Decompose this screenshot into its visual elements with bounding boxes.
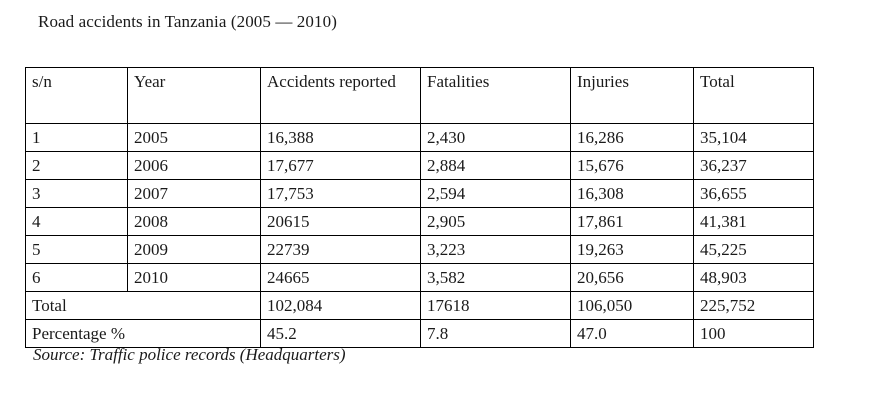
- cell-year: 2009: [127, 235, 261, 264]
- cell-total: 36,655: [693, 179, 814, 208]
- percentage-total: 100: [693, 319, 814, 348]
- cell-fatalities: 2,430: [420, 123, 571, 152]
- header-total: Total: [693, 67, 814, 124]
- cell-fatalities: 3,223: [420, 235, 571, 264]
- cell-accidents: 24665: [260, 263, 421, 292]
- cell-total: 36,237: [693, 151, 814, 180]
- cell-year: 2005: [127, 123, 261, 152]
- cell-fatalities: 2,905: [420, 207, 571, 236]
- cell-sn: 2: [25, 151, 128, 180]
- cell-sn: 6: [25, 263, 128, 292]
- table-row: 3 2007 17,753 2,594 16,308 36,655: [25, 179, 814, 208]
- cell-year: 2010: [127, 263, 261, 292]
- cell-sn: 5: [25, 235, 128, 264]
- cell-fatalities: 3,582: [420, 263, 571, 292]
- total-row: Total 102,084 17618 106,050 225,752: [25, 291, 814, 320]
- cell-year: 2006: [127, 151, 261, 180]
- percentage-injuries: 47.0: [570, 319, 694, 348]
- total-injuries: 106,050: [570, 291, 694, 320]
- cell-year: 2008: [127, 207, 261, 236]
- total-fatalities: 17618: [420, 291, 571, 320]
- cell-injuries: 16,308: [570, 179, 694, 208]
- cell-sn: 1: [25, 123, 128, 152]
- cell-total: 45,225: [693, 235, 814, 264]
- cell-total: 48,903: [693, 263, 814, 292]
- cell-accidents: 17,753: [260, 179, 421, 208]
- cell-accidents: 20615: [260, 207, 421, 236]
- header-year: Year: [127, 67, 261, 124]
- header-sn: s/n: [25, 67, 128, 124]
- cell-injuries: 15,676: [570, 151, 694, 180]
- cell-accidents: 22739: [260, 235, 421, 264]
- cell-injuries: 20,656: [570, 263, 694, 292]
- cell-year: 2007: [127, 179, 261, 208]
- cell-accidents: 16,388: [260, 123, 421, 152]
- cell-total: 41,381: [693, 207, 814, 236]
- header-injuries: Injuries: [570, 67, 694, 124]
- road-accidents-table: s/n Year Accidents reported Fatalities I…: [25, 67, 814, 348]
- table-row: 6 2010 24665 3,582 20,656 48,903: [25, 263, 814, 292]
- cell-sn: 4: [25, 207, 128, 236]
- cell-injuries: 19,263: [570, 235, 694, 264]
- header-row: s/n Year Accidents reported Fatalities I…: [25, 67, 814, 124]
- total-total: 225,752: [693, 291, 814, 320]
- percentage-row: Percentage % 45.2 7.8 47.0 100: [25, 319, 814, 348]
- table-row: 1 2005 16,388 2,430 16,286 35,104: [25, 123, 814, 152]
- table-row: 4 2008 20615 2,905 17,861 41,381: [25, 207, 814, 236]
- cell-injuries: 16,286: [570, 123, 694, 152]
- cell-fatalities: 2,884: [420, 151, 571, 180]
- percentage-label: Percentage %: [25, 319, 261, 348]
- table-row: 2 2006 17,677 2,884 15,676 36,237: [25, 151, 814, 180]
- source-note: Source: Traffic police records (Headquar…: [33, 345, 346, 364]
- table-row: 5 2009 22739 3,223 19,263 45,225: [25, 235, 814, 264]
- percentage-accidents: 45.2: [260, 319, 421, 348]
- table-title: Road accidents in Tanzania (2005 — 2010): [38, 12, 337, 31]
- cell-accidents: 17,677: [260, 151, 421, 180]
- header-accidents-reported: Accidents reported: [260, 67, 421, 124]
- header-fatalities: Fatalities: [420, 67, 571, 124]
- cell-total: 35,104: [693, 123, 814, 152]
- total-accidents: 102,084: [260, 291, 421, 320]
- cell-fatalities: 2,594: [420, 179, 571, 208]
- percentage-fatalities: 7.8: [420, 319, 571, 348]
- total-label: Total: [25, 291, 261, 320]
- cell-sn: 3: [25, 179, 128, 208]
- cell-injuries: 17,861: [570, 207, 694, 236]
